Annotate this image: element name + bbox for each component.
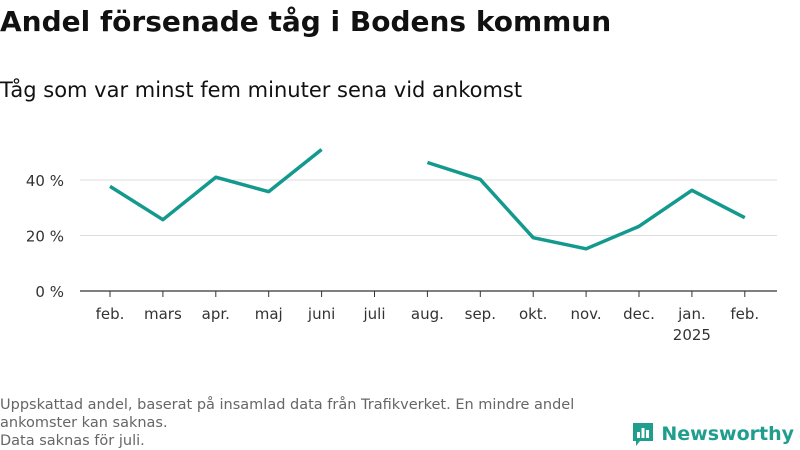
- data-point: [109, 185, 112, 188]
- x-tick-label: maj: [255, 305, 283, 323]
- data-point: [638, 225, 641, 228]
- data-point: [743, 216, 746, 219]
- brand-name: Newsworthy: [661, 423, 794, 445]
- footnote-line: Uppskattad andel, baserat på insamlad da…: [0, 397, 575, 413]
- y-tick-label: 40 %: [26, 172, 64, 190]
- data-point: [161, 218, 164, 221]
- data-point: [690, 189, 693, 192]
- x-tick-label: apr.: [202, 305, 230, 323]
- x-tick-sublabel: 2025: [673, 326, 711, 344]
- line-chart: 0 % 20 % 40 % feb. mars apr. maj juni juli aug. se…: [26, 148, 777, 344]
- series-line: [109, 148, 323, 222]
- x-tick-label: juni: [307, 305, 335, 323]
- y-tick-label: 20 %: [26, 228, 64, 246]
- data-point: [267, 190, 270, 193]
- x-tick-label: mars: [144, 305, 182, 323]
- footnote: Uppskattad andel, baserat på insamlad da…: [0, 396, 640, 450]
- footnote-line: Data saknas för juli.: [0, 433, 145, 449]
- x-tick-label: aug.: [411, 305, 444, 323]
- y-tick-label: 0 %: [35, 283, 64, 301]
- brand-logo: Newsworthy: [631, 421, 794, 447]
- x-tick-label: okt.: [519, 305, 548, 323]
- x-tick-label: dec.: [623, 305, 655, 323]
- data-point: [479, 178, 482, 181]
- x-tick-label: juli: [362, 305, 385, 323]
- x-tick-label: sep.: [465, 305, 496, 323]
- footnote-line: ankomster kan saknas.: [0, 415, 168, 431]
- data-point: [532, 236, 535, 239]
- data-point: [214, 176, 217, 179]
- data-point: [426, 161, 429, 164]
- x-tick-label: feb.: [96, 305, 125, 323]
- chart-subtitle: Tåg som var minst fem minuter sena vid a…: [0, 78, 523, 102]
- data-point: [320, 148, 323, 151]
- x-tick-label: jan.: [677, 305, 706, 323]
- x-tick-label: nov.: [571, 305, 602, 323]
- series-line: [426, 160, 746, 251]
- x-tick-label: feb.: [730, 305, 759, 323]
- data-point: [585, 247, 588, 250]
- bar-chart-icon: [633, 423, 654, 446]
- chart-title: Andel försenade tåg i Bodens kommun: [0, 5, 612, 38]
